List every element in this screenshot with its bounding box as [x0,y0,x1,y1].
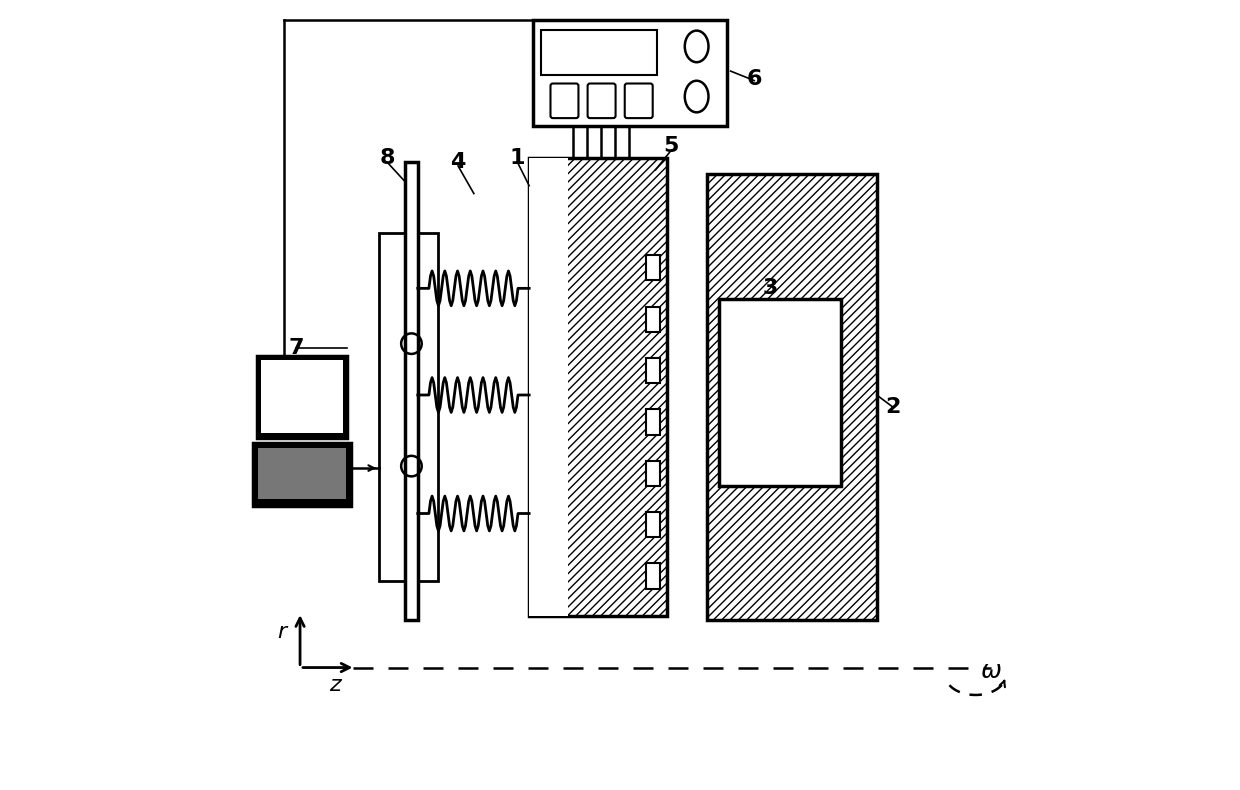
Bar [646,307,660,332]
Bar [529,158,667,616]
Text: 4: 4 [450,152,466,172]
Bar [262,360,342,433]
Bar [379,233,438,581]
FancyBboxPatch shape [551,84,578,118]
FancyBboxPatch shape [625,84,652,118]
Ellipse shape [684,31,708,62]
Bar [405,162,418,620]
Bar [719,299,841,487]
Bar [646,563,660,589]
Bar [646,512,660,537]
Text: 6: 6 [746,69,763,89]
Bar [541,31,657,75]
Text: 7: 7 [289,337,304,358]
Bar [258,448,346,499]
Text: 3: 3 [763,278,777,299]
Text: 5: 5 [663,136,680,156]
Text: 8: 8 [379,148,394,168]
Bar [646,358,660,383]
Bar [533,20,727,126]
Bar [646,461,660,486]
Bar [253,442,351,506]
Ellipse shape [684,81,708,112]
Text: $\omega$: $\omega$ [981,660,1002,683]
Text: $z$: $z$ [329,675,343,695]
Bar [646,409,660,435]
Bar [707,174,877,620]
Text: 2: 2 [885,397,900,417]
Bar [257,356,347,438]
Bar [646,255,660,280]
FancyBboxPatch shape [588,84,615,118]
Bar [529,158,568,616]
Text: 1: 1 [510,148,525,168]
Text: $r$: $r$ [277,622,289,641]
